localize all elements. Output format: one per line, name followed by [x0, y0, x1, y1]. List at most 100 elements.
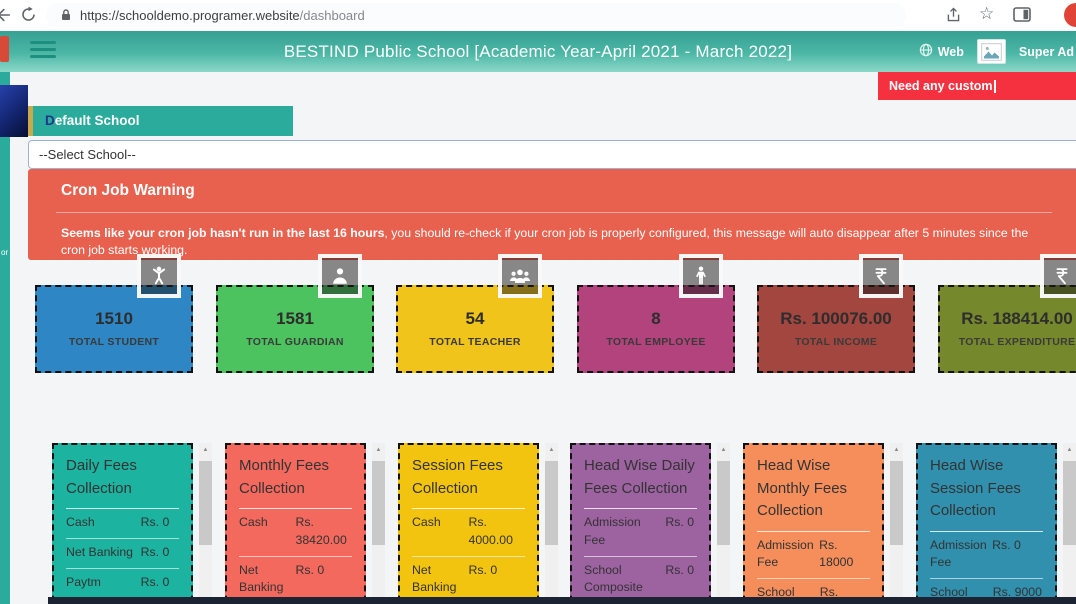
fee-value: Rs. 38420.00: [295, 515, 347, 547]
app-header: BESTIND Public School [Academic Year-Apr…: [0, 31, 1076, 72]
stat-card-total-income: Rs. 100076.00 TOTAL INCOME: [757, 254, 915, 373]
browser-toolbar: https://schooldemo.programer.website/das…: [0, 0, 1076, 32]
web-link[interactable]: Web: [919, 43, 964, 60]
text-cursor: [993, 80, 996, 94]
panel-card: Daily Fees Collection Cash Rs. 0 Net Banki…: [52, 443, 193, 604]
panel-scrollbar[interactable]: ▲: [717, 443, 730, 597]
hamburger-menu-icon[interactable]: [30, 41, 56, 62]
stat-value: Rs. 188414.00: [961, 309, 1073, 328]
cron-warning-title: Cron Job Warning: [61, 182, 195, 199]
scroll-thumb[interactable]: [199, 461, 212, 545]
employee-icon: [690, 265, 712, 287]
sidebar-logo-image: [0, 85, 28, 137]
user-menu[interactable]: Super Ad: [1018, 44, 1074, 59]
stat-badge: [859, 254, 903, 298]
fee-value: Rs. 0: [140, 515, 170, 529]
panel-session-fees-collection: Session Fees Collection Cash Rs. 4000.00 N…: [398, 443, 558, 604]
fee-label: Net Banking: [66, 544, 133, 559]
content-area: or Need any custom Default School --Sele…: [0, 72, 1076, 604]
school-select-dropdown[interactable]: --Select School--: [28, 140, 1076, 169]
stat-badge: [498, 254, 542, 298]
stat-card-total-teacher: 54 TOTAL TEACHER: [396, 254, 554, 373]
scroll-up-icon[interactable]: ▲: [720, 447, 727, 453]
fee-row: Admission Fee Rs. 0: [584, 509, 697, 557]
user-avatar[interactable]: [976, 39, 1006, 64]
panel-head-wise-session-fees: Head Wise Session Fees Collection Admiss…: [916, 443, 1076, 604]
stat-card-total-expenditure: Rs. 188414.00 TOTAL EXPENDITURE: [938, 254, 1076, 373]
sidebar-marquee-fragment: or: [1, 248, 9, 257]
teachers-group-icon: [508, 265, 532, 287]
bookmark-star-icon[interactable]: ☆: [979, 4, 995, 23]
panel-title: Daily Fees Collection: [66, 455, 179, 509]
fee-value: Rs. 0: [140, 544, 170, 559]
fee-label: Admission Fee: [930, 537, 987, 570]
stat-badge: [137, 254, 181, 298]
scroll-thumb[interactable]: [890, 461, 903, 545]
stat-value: 8: [651, 309, 661, 328]
stat-badge: [1040, 254, 1076, 298]
cron-warning-message: Seems like your cron job hasn't run in t…: [61, 226, 1029, 258]
fee-label: Cash: [412, 515, 441, 529]
fee-panels-row: Daily Fees Collection Cash Rs. 0 Net Banki…: [52, 443, 1076, 604]
stat-badge: [318, 254, 362, 298]
scroll-thumb[interactable]: [372, 461, 385, 545]
fee-value: Rs. 0: [992, 537, 1021, 552]
panel-rows: Cash Rs. 38420.00 Net Banking Rs. 0: [239, 509, 352, 604]
panel-title: Head Wise Daily Fees Collection: [584, 455, 697, 509]
guardian-icon: [329, 265, 351, 287]
divider: [56, 212, 1052, 213]
tab-default-school[interactable]: Default School: [28, 106, 293, 136]
url-text: https://schooldemo.programer.website/das…: [80, 7, 365, 23]
scroll-thumb[interactable]: [717, 461, 730, 545]
panel-card: Session Fees Collection Cash Rs. 4000.00 N…: [398, 443, 539, 604]
scroll-up-icon[interactable]: ▲: [202, 447, 209, 453]
scroll-up-icon[interactable]: ▲: [893, 447, 900, 453]
side-panel-icon[interactable]: [1013, 7, 1031, 28]
scroll-up-icon[interactable]: ▲: [1066, 447, 1073, 453]
panel-title: Head Wise Monthly Fees Collection: [757, 455, 870, 532]
header-right-group: Web Super Ad: [919, 31, 1074, 72]
fee-value: Rs. 0: [665, 562, 695, 577]
back-icon[interactable]: [0, 6, 11, 29]
fee-value: Rs. 9000: [992, 585, 1042, 600]
panel-scrollbar[interactable]: ▲: [372, 443, 385, 597]
panel-title: Session Fees Collection: [412, 455, 525, 509]
panel-scrollbar[interactable]: ▲: [199, 443, 212, 597]
reload-icon[interactable]: [20, 6, 37, 28]
browser-profile-avatar[interactable]: [1064, 3, 1076, 27]
fee-row: Net Banking Rs. 0: [66, 539, 179, 569]
cron-job-warning-banner: Cron Job Warning Seems like your cron jo…: [28, 169, 1076, 260]
rupee-icon: [1051, 265, 1073, 287]
panel-head-wise-daily-fees: Head Wise Daily Fees Collection Admissio…: [570, 443, 730, 604]
stat-label: TOTAL GUARDIAN: [246, 336, 344, 348]
share-icon[interactable]: [945, 6, 962, 29]
custom-offer-marquee: Need any custom: [878, 72, 1076, 100]
broken-image-icon: [981, 42, 1002, 61]
panel-scrollbar[interactable]: ▲: [890, 443, 903, 597]
stats-row: 1510 TOTAL STUDENT 1581 TOTAL GUARDIAN: [35, 254, 1076, 405]
fee-row: Cash Rs. 4000.00: [412, 509, 525, 557]
rupee-icon: [870, 265, 892, 287]
lock-icon: [60, 8, 72, 22]
panel-scrollbar[interactable]: ▲: [1063, 443, 1076, 597]
panel-monthly-fees-collection: Monthly Fees Collection Cash Rs. 38420.00…: [225, 443, 385, 604]
scroll-thumb[interactable]: [1063, 461, 1076, 545]
panel-scrollbar[interactable]: ▲: [545, 443, 558, 597]
panel-daily-fees-collection: Daily Fees Collection Cash Rs. 0 Net Banki…: [52, 443, 212, 604]
fee-row: Net Banking Rs. 0: [412, 557, 525, 604]
fee-row: Paytm Rs. 0: [66, 569, 179, 599]
stat-value: 54: [465, 309, 485, 328]
fee-label: Cash: [239, 515, 268, 529]
panel-card: Head Wise Monthly Fees Collection Admiss…: [743, 443, 884, 604]
panel-title: Head Wise Session Fees Collection: [930, 455, 1043, 532]
collapsed-sidebar[interactable]: [0, 72, 10, 604]
scroll-up-icon[interactable]: ▲: [375, 447, 382, 453]
scroll-thumb[interactable]: [545, 461, 558, 545]
address-bar[interactable]: https://schooldemo.programer.website/das…: [46, 3, 906, 27]
scroll-up-icon[interactable]: ▲: [548, 447, 555, 453]
fee-label: Admission Fee: [757, 537, 814, 570]
